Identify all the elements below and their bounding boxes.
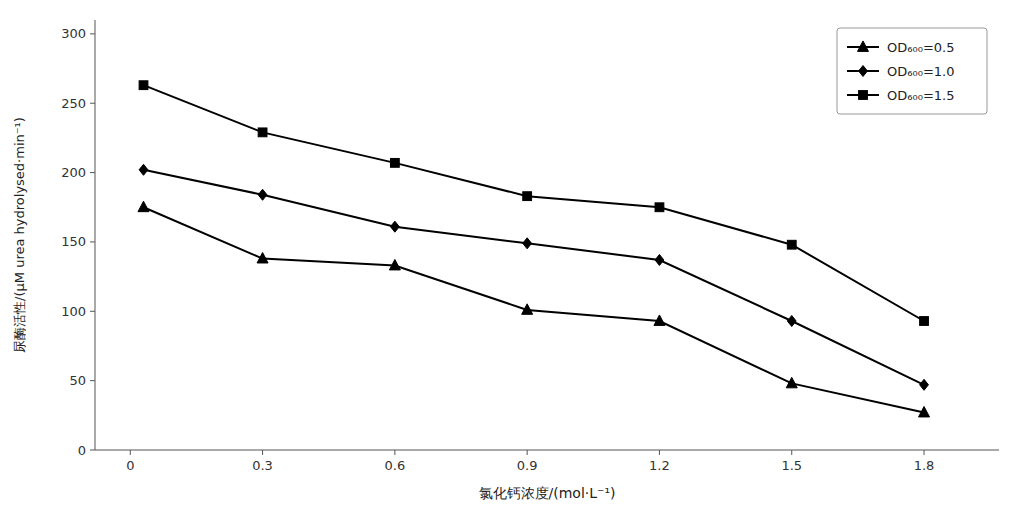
x-tick-label: 0.9 xyxy=(517,458,538,473)
x-tick-label: 0.3 xyxy=(252,458,273,473)
y-tick-label: 250 xyxy=(61,96,86,111)
y-tick-label: 300 xyxy=(61,26,86,41)
x-axis-line xyxy=(95,450,999,451)
point xyxy=(522,304,533,314)
y-tick xyxy=(90,450,95,451)
y-tick-label: 100 xyxy=(61,304,86,319)
y-tick-label: 50 xyxy=(69,373,86,388)
y-axis-line xyxy=(95,20,96,450)
x-tick xyxy=(527,450,528,455)
x-tick-label: 0.6 xyxy=(385,458,406,473)
x-tick xyxy=(791,450,792,455)
x-tick-label: 1.8 xyxy=(914,458,935,473)
point xyxy=(655,254,664,265)
legend-marker xyxy=(859,66,868,77)
legend-item: OD₆₀₀=1.5 xyxy=(847,88,954,103)
series xyxy=(139,164,928,390)
x-tick xyxy=(394,450,395,455)
point xyxy=(390,221,399,232)
point xyxy=(138,201,149,211)
point xyxy=(523,238,532,249)
y-tick xyxy=(90,103,95,104)
x-tick xyxy=(262,450,263,455)
legend-label: OD₆₀₀=0.5 xyxy=(887,40,954,55)
point xyxy=(257,253,268,263)
point xyxy=(523,192,532,201)
legend-item: OD₆₀₀=0.5 xyxy=(847,40,954,55)
legend-item: OD₆₀₀=1.0 xyxy=(847,64,954,79)
point xyxy=(920,379,929,390)
plot-area xyxy=(138,81,930,417)
y-tick-label: 150 xyxy=(61,234,86,249)
axes: 0 0.3 0.6 0.9 1.2 1.5 1.8 0 50 100 150 200 250 300 xyxy=(61,20,999,473)
point xyxy=(258,189,267,200)
legend: OD₆₀₀=0.5 OD₆₀₀=1.0 OD₆₀₀=1.5 xyxy=(837,28,987,114)
point xyxy=(655,203,664,212)
point xyxy=(139,164,148,175)
x-tick xyxy=(924,450,925,455)
point xyxy=(258,128,267,137)
x-tick xyxy=(659,450,660,455)
legend-label: OD₆₀₀=1.0 xyxy=(887,64,954,79)
series-line xyxy=(144,207,925,412)
y-tick xyxy=(90,311,95,312)
chart: 0 0.3 0.6 0.9 1.2 1.5 1.8 0 50 100 150 200 250 300 氯化钙… xyxy=(0,0,1024,512)
y-tick-label: 200 xyxy=(61,165,86,180)
series-line xyxy=(144,85,925,321)
x-axis-label: 氯化钙浓度/(mol·L⁻¹) xyxy=(479,485,616,501)
y-tick-label: 0 xyxy=(78,443,86,458)
series xyxy=(138,201,930,417)
point xyxy=(654,315,665,325)
y-tick xyxy=(90,380,95,381)
x-tick-label: 1.2 xyxy=(649,458,670,473)
y-tick xyxy=(90,241,95,242)
point xyxy=(787,240,796,249)
y-tick xyxy=(90,33,95,34)
legend-marker xyxy=(858,41,869,51)
point xyxy=(787,316,796,327)
series xyxy=(139,81,928,326)
x-tick xyxy=(130,450,131,455)
series-line xyxy=(144,170,925,385)
point xyxy=(920,317,929,326)
point xyxy=(389,259,400,269)
x-tick-label: 0 xyxy=(126,458,134,473)
x-tick-label: 1.5 xyxy=(781,458,802,473)
point xyxy=(139,81,148,90)
y-tick xyxy=(90,172,95,173)
point xyxy=(919,406,930,416)
point xyxy=(390,158,399,167)
y-axis-label: 尿酶活性/(μM urea hydrolysed·min⁻¹) xyxy=(12,117,27,353)
legend-marker xyxy=(859,91,868,100)
legend-box xyxy=(837,28,987,114)
legend-label: OD₆₀₀=1.5 xyxy=(887,88,954,103)
point xyxy=(786,377,797,387)
